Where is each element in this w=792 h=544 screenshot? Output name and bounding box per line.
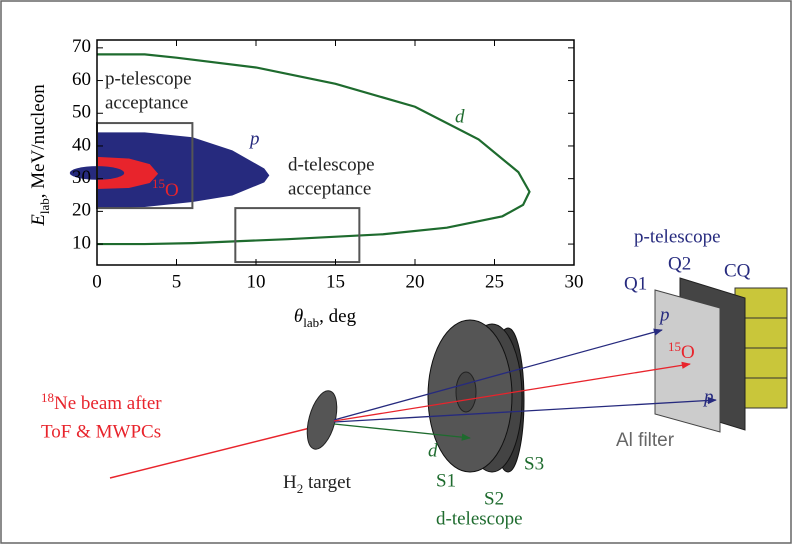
target-symbol: H [283,472,297,493]
x-tick-label: 10 [247,271,266,292]
al-filter [654,289,721,433]
target-text: target [303,472,351,493]
q2-label: Q2 [668,253,691,274]
p-label: p [658,304,670,325]
label-rest: , deg [319,306,356,327]
curve [97,53,531,246]
filter-label: Al filter [616,430,675,451]
label-sub: lab [303,315,319,330]
acceptance-box [234,207,361,264]
y-tick-label: 50 [72,102,91,123]
x-tick-label: 0 [92,271,102,292]
o-track [333,361,691,422]
y-tick-label: 30 [72,167,91,188]
y-tick-label: 20 [72,200,91,221]
d-label: d [428,440,438,461]
s1-label: S1 [436,470,456,491]
p-telescope-label: p-telescope [634,226,721,247]
y-axis-label: Elab, MeV/nucleon [28,84,52,227]
o-sup: 15 [668,339,681,354]
label-symbol: E [28,214,49,227]
box-label: acceptance [288,178,371,199]
label-rest: , MeV/nucleon [28,84,49,198]
series-label: 15O [152,176,179,201]
o-label: 15O [668,339,695,363]
s3-label: S3 [524,453,544,474]
chart: p-telescope acceptance d-telescope acceptan… [28,36,583,330]
cq-label: CQ [724,260,751,281]
target [306,390,338,450]
beam-sup: 18 [41,390,54,405]
beam-line [109,424,320,479]
y-tick-label: 60 [72,69,91,90]
label-symbol: θ [294,306,303,327]
x-axis-label: θlab, deg [294,306,357,330]
p-track [333,396,717,423]
target-sub: 2 [297,481,304,496]
region [96,132,270,209]
q1-label: Q1 [624,273,647,294]
x-tick-label: 30 [565,271,584,292]
beam-label: ToF & MWPCs [41,421,161,442]
setup-diagram: 18Ne beam after ToF & MWPCs H2 target d … [41,226,788,529]
x-tick-label: 25 [485,271,504,292]
y-tick-label: 40 [72,134,91,155]
o-text: O [681,342,695,363]
y-tick-label: 10 [72,232,91,253]
series-label: d [455,106,465,127]
detector-hole [455,371,477,413]
label-sup: 15 [152,176,165,191]
x-tick-label: 20 [406,271,425,292]
s2-label: S2 [484,488,504,509]
label-text: O [165,180,179,201]
x-tick-label: 5 [172,271,182,292]
y-tick-label: 70 [72,36,91,57]
target-label: H2 target [283,472,352,496]
p-label: p [702,386,714,407]
region [96,156,159,189]
box-label: p-telescope [105,68,192,89]
d-track [333,423,471,441]
beam-label: 18Ne beam after [41,390,162,414]
box-label: acceptance [105,92,188,113]
box-label: d-telescope [288,154,375,175]
label-sub: lab [37,198,52,214]
d-telescope-label: d-telescope [436,508,523,529]
p-track [333,328,663,421]
beam-text: Ne beam after [54,393,162,414]
series-label: p [248,128,260,149]
x-tick-label: 15 [326,271,345,292]
